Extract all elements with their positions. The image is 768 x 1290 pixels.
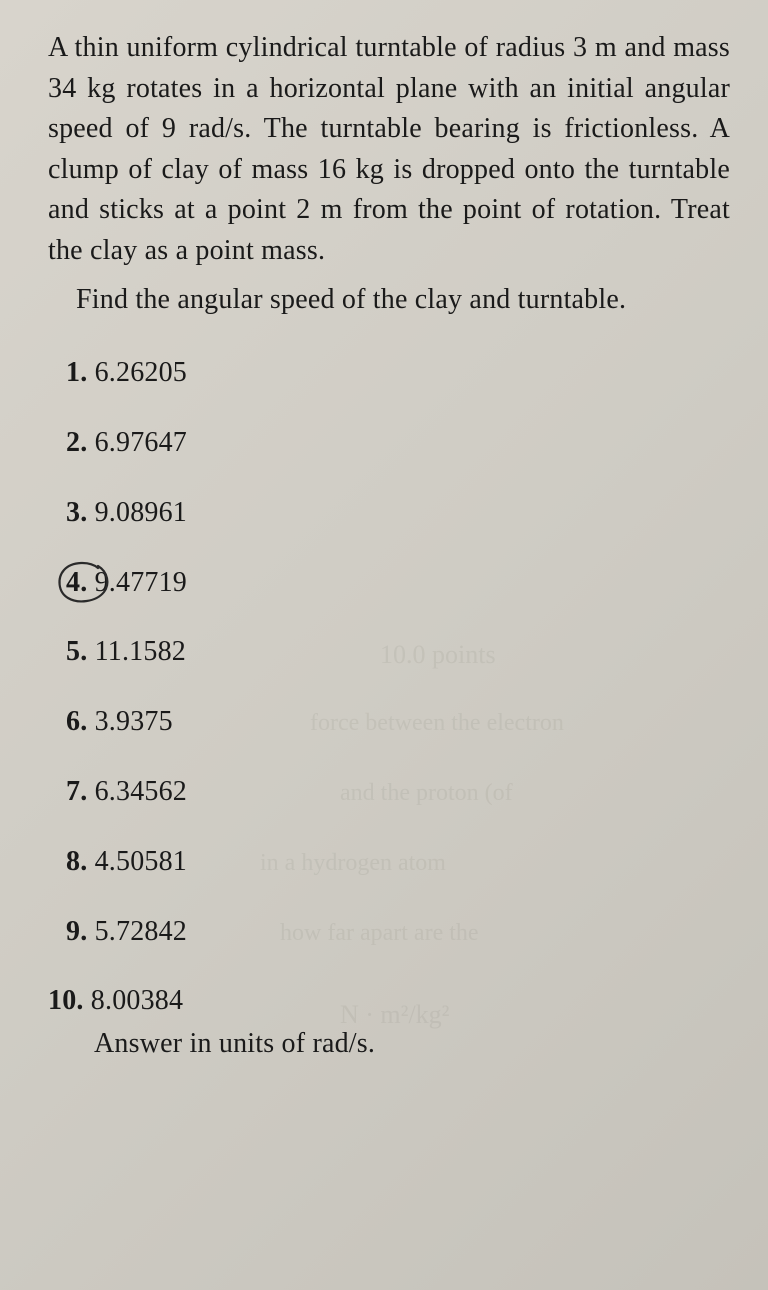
option-value: 8.00384 [84,985,184,1016]
option-2: 2. 6.97647 [66,424,730,462]
option-4: 4. 9.47719 [66,564,730,602]
option-value: 5.72842 [87,916,187,947]
option-number: 6. [66,703,87,741]
option-1: 1. 6.26205 [66,354,730,392]
option-7: 7. 6.34562 [66,773,730,811]
option-value: 9.08961 [87,497,187,528]
answer-units: Answer in units of rad/s. [48,1024,730,1063]
option-number: 9. [66,913,87,951]
option-value: 6.34562 [87,776,187,807]
option-number: 8. [66,843,87,881]
answer-options: 1. 6.26205 2. 6.97647 3. 9.08961 4. 9.47719… [48,354,730,1020]
option-value: 11.1582 [87,636,186,667]
option-8: 8. 4.50581 [66,843,730,881]
option-value: 6.97647 [87,427,187,458]
option-value: 3.9375 [87,706,172,737]
option-3: 3. 9.08961 [66,494,730,532]
option-number: 10. [48,982,84,1020]
option-number: 2. [66,424,87,462]
option-number: 3. [66,494,87,532]
option-number: 5. [66,633,87,671]
question-prompt: Find the angular speed of the clay and t… [48,280,730,321]
option-value: 6.26205 [87,357,187,388]
problem-statement: A thin uniform cylindrical turntable of … [48,28,730,272]
option-9: 9. 5.72842 [66,913,730,951]
option-5: 5. 11.1582 [66,633,730,671]
option-value: 4.50581 [87,846,187,877]
option-10: 10. 8.00384 [48,982,730,1020]
option-number: 1. [66,354,87,392]
option-value: 9.47719 [87,567,187,598]
option-number: 7. [66,773,87,811]
option-number: 4. [66,564,87,602]
option-6: 6. 3.9375 [66,703,730,741]
